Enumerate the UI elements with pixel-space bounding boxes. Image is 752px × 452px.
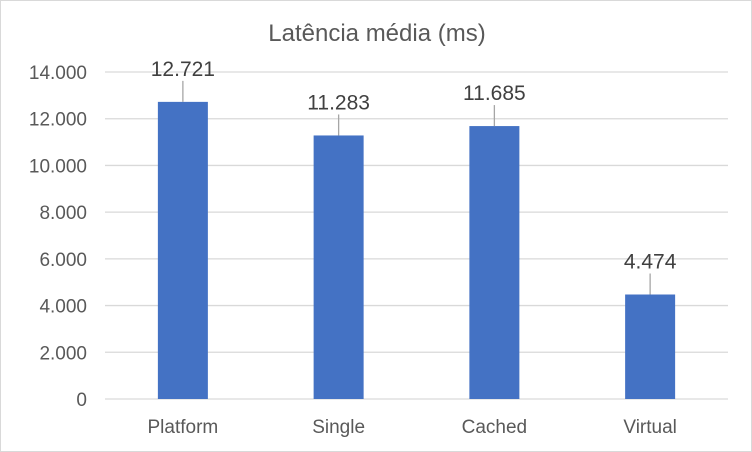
bar-virtual <box>625 294 676 399</box>
data-label: 12.721 <box>151 58 215 81</box>
data-labels: 12.721 11.283 11.685 4.474 <box>151 58 677 274</box>
y-axis-tick-labels: 0 2.000 4.000 6.000 8.000 10.000 12.000 14.000 <box>29 63 87 411</box>
data-label: 11.283 <box>307 91 370 114</box>
data-label-leader-lines <box>182 80 651 295</box>
bars <box>157 101 676 400</box>
x-axis-tick-labels: Platform Single Cached Virtual <box>148 417 677 438</box>
y-tick-label: 0 <box>76 390 87 411</box>
bar-single <box>313 135 364 399</box>
x-tick-label: Single <box>312 417 365 438</box>
data-label: 4.474 <box>624 251 677 274</box>
y-tick-label: 12.000 <box>29 110 87 131</box>
x-tick-label: Platform <box>148 417 219 438</box>
y-tick-label: 2.000 <box>39 343 87 364</box>
data-label: 11.685 <box>463 82 526 105</box>
x-tick-label: Virtual <box>623 417 677 438</box>
y-tick-label: 6.000 <box>39 250 87 271</box>
y-tick-label: 8.000 <box>39 203 87 224</box>
chart-title: Latência média (ms) <box>268 20 485 47</box>
gridlines <box>105 71 728 400</box>
x-tick-label: Cached <box>462 417 528 438</box>
y-tick-label: 4.000 <box>39 297 87 318</box>
bar-cached <box>469 126 520 400</box>
y-tick-label: 14.000 <box>29 63 87 84</box>
y-tick-label: 10.000 <box>29 156 87 177</box>
bar-platform <box>157 101 208 400</box>
